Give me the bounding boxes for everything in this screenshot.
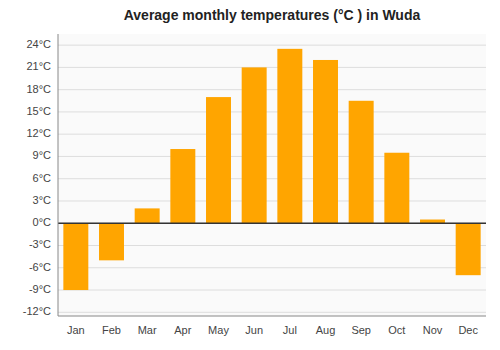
y-tick-label: -3°C	[29, 238, 51, 250]
y-tick-label: 18°C	[26, 83, 51, 95]
y-tick-label: 0°C	[33, 216, 52, 228]
chart-svg: -12°C -9°C -6°C -3°C 0°C 3°C 6°C 9°C 12°C 15°C 18°…	[0, 0, 500, 350]
bar	[456, 223, 481, 275]
grid-line	[58, 156, 486, 157]
bar	[384, 153, 409, 224]
title: Average monthly temperatures (°C ) in Wu…	[124, 7, 421, 23]
grid-line	[58, 89, 486, 90]
y-tick-label: -12°C	[23, 305, 51, 317]
x-tick-label: Nov	[423, 324, 443, 336]
bar	[349, 101, 374, 223]
grid-line	[58, 134, 486, 135]
grid-line	[58, 200, 486, 201]
grid-line	[58, 178, 486, 179]
y-tick-label: 24°C	[26, 38, 51, 50]
x-axis-line	[58, 316, 486, 317]
grid-line	[58, 267, 486, 268]
y-axis-line	[58, 34, 59, 316]
baseline	[58, 222, 486, 224]
y-tick-label: 15°C	[26, 105, 51, 117]
bars	[58, 49, 486, 290]
x-tick-label: May	[208, 324, 229, 336]
y-tick-label: 3°C	[33, 194, 52, 206]
bar	[206, 97, 231, 223]
y-tick-label: 21°C	[26, 60, 51, 72]
y-tick-label: -9°C	[29, 283, 51, 295]
plot-background	[58, 34, 486, 316]
bar	[135, 208, 160, 223]
x-tick-label: Oct	[388, 324, 405, 336]
bar	[170, 149, 195, 223]
grid-line	[58, 111, 486, 112]
x-tick-label: Dec	[458, 324, 478, 336]
chart-container: -12°C -9°C -6°C -3°C 0°C 3°C 6°C 9°C 12°C 15°C 18°…	[0, 0, 500, 350]
grid-line	[58, 223, 486, 224]
y-tick-labels: -12°C -9°C -6°C -3°C 0°C 3°C 6°C 9°C 12°C 15°C 18°…	[23, 38, 51, 317]
grid-line	[58, 312, 486, 313]
grid-line	[58, 67, 486, 68]
x-tick-label: Aug	[316, 324, 336, 336]
bar	[313, 60, 338, 223]
x-tick-label: Sep	[351, 324, 371, 336]
x-tick-label: Feb	[102, 324, 121, 336]
bar	[63, 223, 88, 290]
y-tick-label: 12°C	[26, 127, 51, 139]
bar	[99, 223, 124, 260]
y-tick-label: 6°C	[33, 172, 52, 184]
y-tick-label: -6°C	[29, 261, 51, 273]
x-tick-label: Jul	[283, 324, 297, 336]
x-tick-label: Jun	[245, 324, 263, 336]
x-tick-label: Jan	[67, 324, 85, 336]
y-grid	[58, 45, 486, 312]
bar	[277, 49, 302, 223]
x-tick-labels: Jan Feb Mar Apr May Jun Jul Aug Sep Oct Nov Dec	[67, 324, 478, 336]
grid-line	[58, 45, 486, 46]
y-tick-label: 9°C	[33, 149, 52, 161]
x-tick-label: Apr	[174, 324, 191, 336]
grid-line	[58, 290, 486, 291]
x-tick-label: Mar	[138, 324, 157, 336]
bar	[242, 67, 267, 223]
